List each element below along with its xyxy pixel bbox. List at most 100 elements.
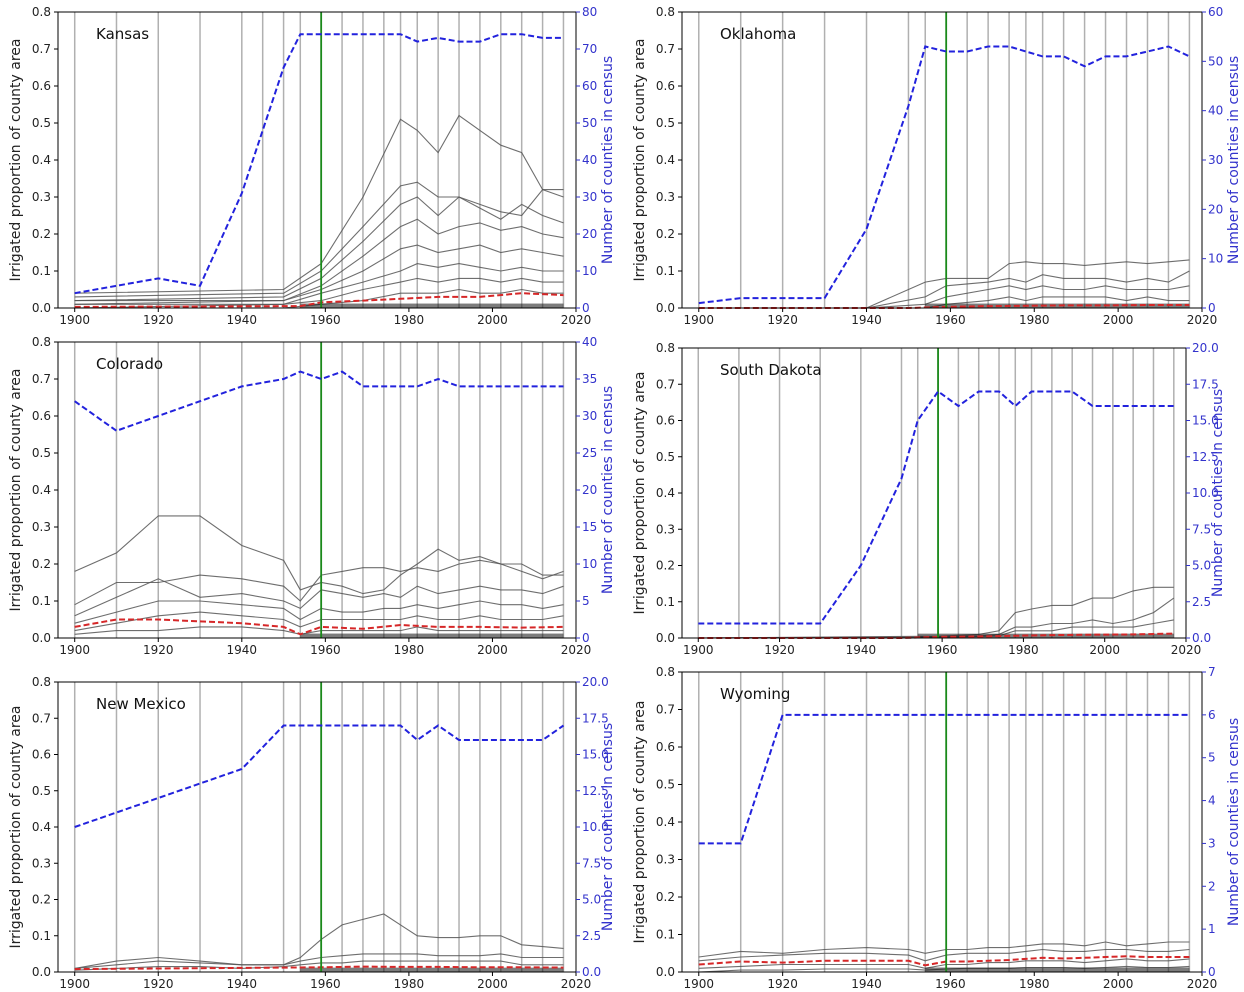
county-band bbox=[300, 967, 564, 972]
county-line bbox=[74, 953, 564, 969]
y-tick-label: 0.8 bbox=[32, 335, 51, 349]
x-tick-label: 1920 bbox=[143, 643, 174, 657]
y2-tick-label: 0 bbox=[1208, 965, 1216, 979]
county-line bbox=[698, 586, 1174, 639]
y-tick-label: 0.1 bbox=[32, 594, 51, 608]
county-count-line bbox=[74, 33, 564, 295]
county-count-line bbox=[74, 724, 565, 828]
x-tick-label: 2000 bbox=[1089, 643, 1120, 657]
county-line bbox=[74, 600, 564, 624]
y2-tick-label: 0 bbox=[1208, 301, 1216, 315]
mean-line bbox=[74, 618, 564, 636]
y2-tick-label: 15 bbox=[582, 520, 597, 534]
y-tick-label: 0.2 bbox=[32, 893, 51, 907]
y-tick-label: 0.6 bbox=[32, 79, 51, 93]
y-tick-label: 0.3 bbox=[32, 520, 51, 534]
x-tick-label: 1980 bbox=[394, 643, 425, 657]
y-tick-label: 0.7 bbox=[32, 42, 51, 56]
x-tick-label: 1980 bbox=[394, 977, 425, 991]
y-tick-label: 0.3 bbox=[656, 190, 675, 204]
county-line bbox=[74, 913, 564, 969]
county-band bbox=[300, 303, 564, 308]
y-tick-label: 0.5 bbox=[656, 450, 675, 464]
y2-tick-label: 0 bbox=[582, 301, 590, 315]
y2-axis-label: Number of counties in census bbox=[600, 386, 616, 594]
county-line bbox=[74, 114, 564, 294]
state-title: South Dakota bbox=[720, 361, 822, 379]
y-tick-label: 0.4 bbox=[32, 483, 51, 497]
y-tick-label: 0.2 bbox=[656, 559, 675, 573]
y2-tick-label: 40 bbox=[1208, 104, 1223, 118]
y2-tick-label: 0 bbox=[582, 631, 590, 645]
y2-tick-label: 10.0 bbox=[582, 820, 609, 834]
y2-tick-label: 20 bbox=[582, 227, 597, 241]
county-line bbox=[698, 270, 1190, 309]
y-axis-label: Irrigated proportion of county area bbox=[632, 39, 648, 282]
y2-tick-label: 25 bbox=[582, 446, 597, 460]
y-tick-label: 0.5 bbox=[32, 784, 51, 798]
y-tick-label: 0.5 bbox=[656, 116, 675, 130]
y-tick-label: 0.0 bbox=[32, 965, 51, 979]
y2-tick-label: 5 bbox=[582, 594, 590, 608]
y-tick-label: 0.3 bbox=[32, 856, 51, 870]
y-tick-label: 0.2 bbox=[656, 890, 675, 904]
y-tick-label: 0.1 bbox=[32, 264, 51, 278]
y-tick-label: 0.0 bbox=[32, 301, 51, 315]
county-line bbox=[698, 948, 1190, 962]
x-tick-label: 1900 bbox=[59, 977, 90, 991]
y2-tick-label: 15.0 bbox=[1192, 414, 1219, 428]
y-tick-label: 0.4 bbox=[656, 815, 675, 829]
x-tick-label: 1900 bbox=[684, 977, 715, 991]
x-tick-label: 1900 bbox=[684, 313, 715, 327]
subplot: 1900 1920 1940 1960 1980 2000 20200.00.10.20.3… bbox=[8, 335, 616, 657]
y-tick-label: 0.5 bbox=[656, 778, 675, 792]
x-tick-label: 2000 bbox=[477, 643, 508, 657]
y-tick-label: 0.4 bbox=[656, 486, 675, 500]
x-tick-label: 1960 bbox=[935, 313, 966, 327]
county-count-line bbox=[698, 390, 1174, 625]
y2-tick-label: 40 bbox=[582, 335, 597, 349]
subplot: 1900 1920 1940 1960 1980 2000 20200.00.10.20.3… bbox=[632, 665, 1242, 991]
x-tick-label: 1960 bbox=[310, 643, 341, 657]
y-tick-label: 0.5 bbox=[32, 446, 51, 460]
x-tick-label: 2020 bbox=[561, 313, 592, 327]
x-tick-label: 2020 bbox=[561, 643, 592, 657]
y-axis-label: Irrigated proportion of county area bbox=[632, 701, 648, 944]
y-tick-label: 0.2 bbox=[32, 227, 51, 241]
y2-tick-label: 10 bbox=[582, 557, 597, 571]
y-tick-label: 0.0 bbox=[32, 631, 51, 645]
y2-tick-label: 2.5 bbox=[1192, 595, 1211, 609]
y-tick-label: 0.1 bbox=[656, 928, 675, 942]
y2-tick-label: 5.0 bbox=[1192, 559, 1211, 573]
county-line bbox=[698, 259, 1190, 309]
y2-tick-label: 12.5 bbox=[1192, 450, 1219, 464]
y2-tick-label: 7.5 bbox=[582, 856, 601, 870]
y2-tick-label: 30 bbox=[582, 409, 597, 423]
county-line bbox=[698, 597, 1175, 639]
county-count-line bbox=[698, 45, 1190, 305]
y-tick-label: 0.0 bbox=[656, 965, 675, 979]
y-tick-label: 0.6 bbox=[656, 740, 675, 754]
y-tick-label: 0.7 bbox=[656, 377, 675, 391]
y-tick-label: 0.6 bbox=[32, 409, 51, 423]
x-tick-label: 1940 bbox=[227, 643, 258, 657]
y2-tick-label: 1 bbox=[1208, 922, 1216, 936]
x-tick-label: 1940 bbox=[851, 977, 882, 991]
x-tick-label: 1980 bbox=[1019, 313, 1050, 327]
y2-tick-label: 35 bbox=[582, 372, 597, 386]
y2-tick-label: 15.0 bbox=[582, 748, 609, 762]
y2-tick-label: 80 bbox=[582, 5, 597, 19]
y-tick-label: 0.1 bbox=[32, 929, 51, 943]
y2-tick-label: 0.0 bbox=[1192, 631, 1211, 645]
subplot: 1900 1920 1940 1960 1980 2000 20200.00.10.20.3… bbox=[8, 675, 616, 991]
county-count-line bbox=[698, 713, 1190, 845]
y-tick-label: 0.2 bbox=[32, 557, 51, 571]
county-line bbox=[698, 941, 1190, 958]
y-tick-label: 0.7 bbox=[656, 42, 675, 56]
y-tick-label: 0.8 bbox=[32, 675, 51, 689]
y-tick-label: 0.3 bbox=[656, 522, 675, 536]
y2-tick-label: 6 bbox=[1208, 708, 1216, 722]
x-tick-label: 1920 bbox=[764, 643, 795, 657]
y2-tick-label: 70 bbox=[582, 42, 597, 56]
